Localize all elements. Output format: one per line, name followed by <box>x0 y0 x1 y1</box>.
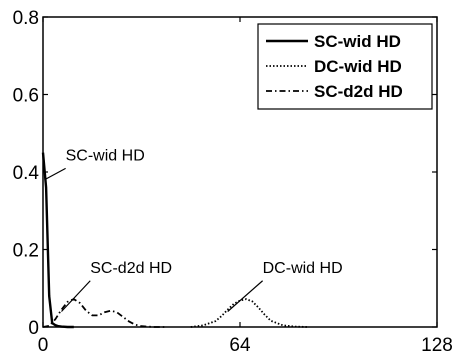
y-tick-label: 0.6 <box>13 86 39 107</box>
annotation-arrow-dc-wid-hd <box>227 280 264 312</box>
annotation-arrow-sc-wid-hd <box>44 167 66 181</box>
x-tick-label: 0 <box>38 335 49 356</box>
y-tick-label: 0.4 <box>13 163 40 184</box>
legend-label-dc-wid-hd: DC-wid HD <box>314 57 402 76</box>
legend-label-sc-d2d-hd: SC-d2d HD <box>314 82 403 101</box>
x-tick-label: 128 <box>421 335 453 356</box>
series-line-sc-wid-hd <box>41 152 74 329</box>
annotation-arrow-sc-d2d-hd <box>61 280 91 312</box>
series-line-sc-d2d-hd <box>42 298 167 328</box>
annotation-label-dc-wid-hd: DC-wid HD <box>263 260 343 277</box>
annotation-label-sc-wid-hd: SC-wid HD <box>66 147 145 164</box>
y-tick-label: 0 <box>28 318 39 339</box>
y-tick-label: 0.8 <box>13 8 39 29</box>
x-tick-label: 64 <box>229 335 251 356</box>
series-line-dc-wid-hd <box>190 298 308 328</box>
legend-label-sc-wid-hd: SC-wid HD <box>314 32 401 51</box>
annotation-label-sc-d2d-hd: SC-d2d HD <box>90 260 172 277</box>
y-tick-label: 0.2 <box>13 241 39 262</box>
